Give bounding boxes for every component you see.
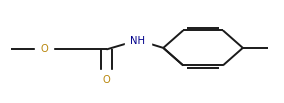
Text: NH: NH bbox=[130, 36, 145, 46]
Text: O: O bbox=[103, 75, 110, 85]
Text: O: O bbox=[40, 44, 48, 54]
